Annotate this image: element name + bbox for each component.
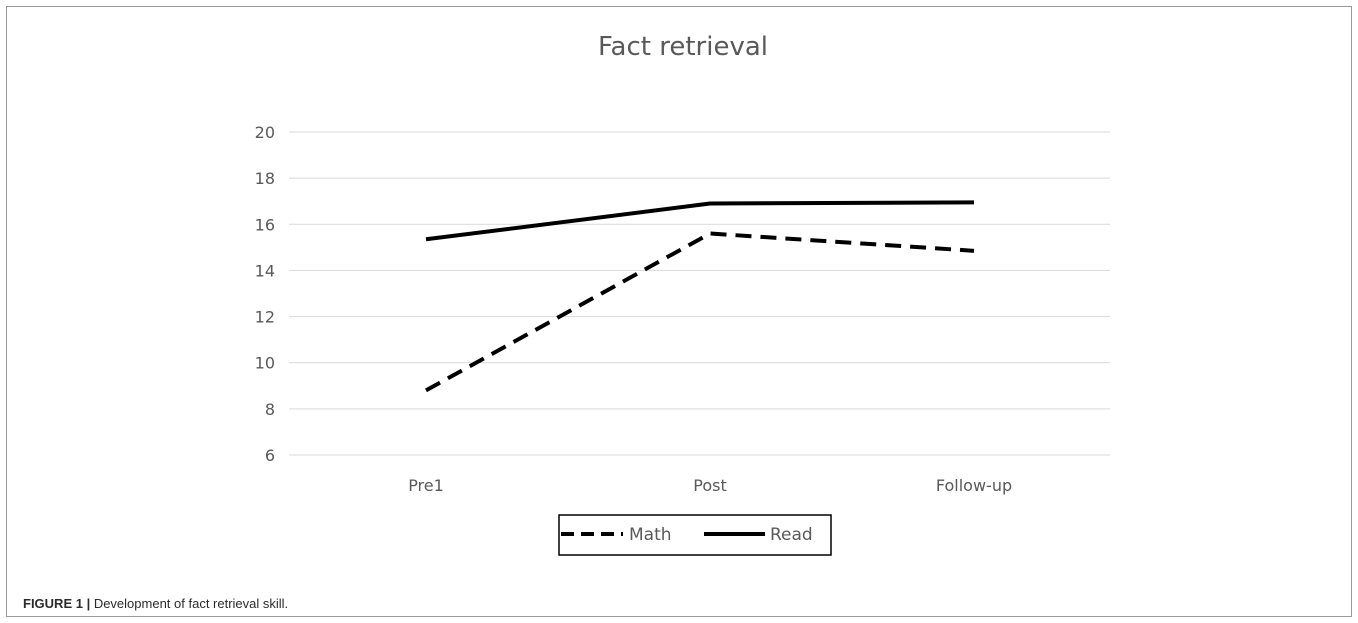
series-line-math [425, 231, 975, 393]
y-tick-label: 16 [255, 215, 275, 234]
y-tick-label: 12 [255, 308, 275, 327]
y-tick-label: 18 [255, 169, 275, 188]
y-tick-label: 8 [265, 400, 275, 419]
figure-frame: Fact retrieval 6 8 10 12 14 16 18 20 Pre1 Post Fo… [6, 6, 1352, 617]
caption-label: FIGURE 1 | [23, 596, 91, 611]
y-tick-label: 10 [255, 354, 275, 373]
series-line-read [425, 200, 975, 242]
figure-caption: FIGURE 1 | Development of fact retrieval… [23, 596, 288, 611]
caption-text: Development of fact retrieval skill. [90, 596, 289, 611]
x-tick-label-follow-up: Follow-up [936, 476, 1012, 495]
legend: Math Read [558, 514, 832, 556]
gridlines [289, 131, 1110, 456]
chart: Fact retrieval 6 8 10 12 14 16 18 20 Pre1 Post Fo… [255, 32, 1110, 556]
y-tick-labels: 6 8 10 12 14 16 18 20 [255, 123, 275, 465]
x-tick-labels: Pre1 Post Follow-up [408, 476, 1012, 495]
x-tick-label-pre1: Pre1 [408, 476, 444, 495]
legend-label-math: Math [629, 525, 672, 545]
chart-title: Fact retrieval [598, 32, 768, 62]
legend-label-read: Read [770, 525, 813, 545]
series-lines [425, 200, 975, 393]
x-tick-label-post: Post [693, 476, 726, 495]
y-tick-label: 20 [255, 123, 275, 142]
y-tick-label: 14 [255, 261, 275, 280]
y-tick-label: 6 [265, 446, 275, 465]
